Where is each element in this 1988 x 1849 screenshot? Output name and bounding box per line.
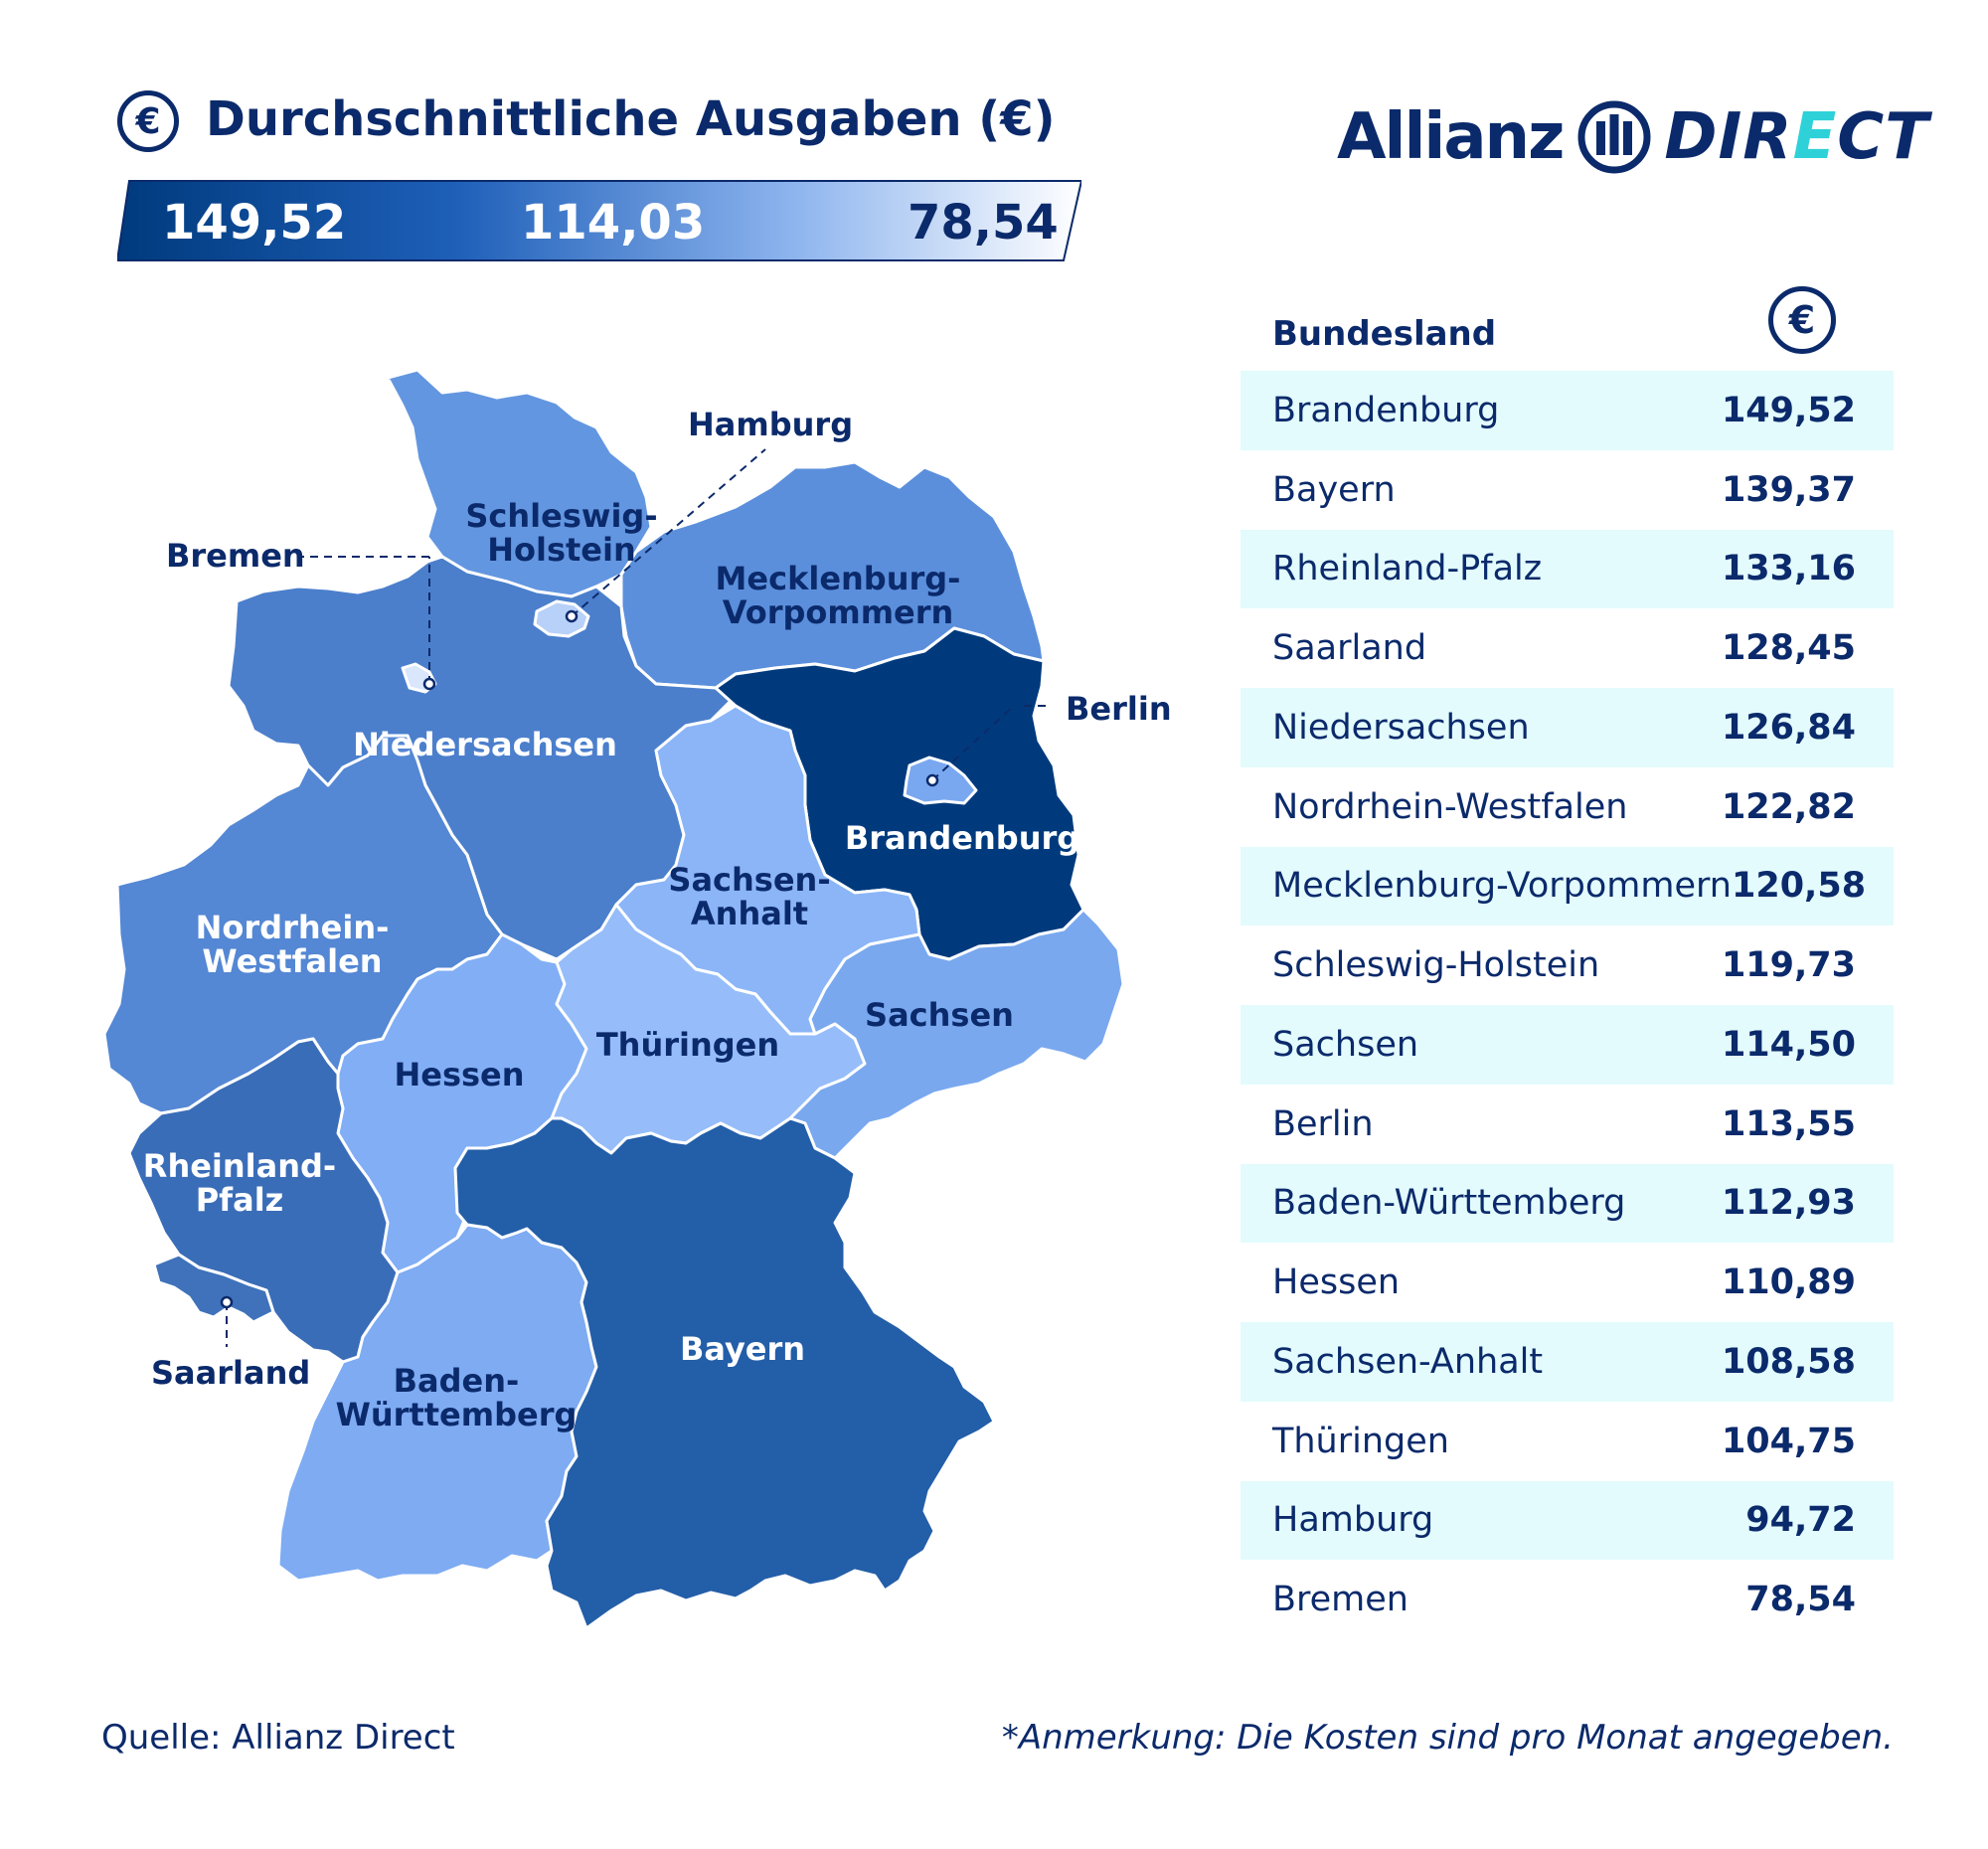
allianz-eagle-icon: [1577, 100, 1651, 174]
row-value: 120,58: [1732, 866, 1867, 907]
row-value: 94,72: [1745, 1500, 1856, 1541]
label-niedersachsen: Niedersachsen: [353, 726, 617, 763]
scale-min-value: 78,54: [908, 195, 1059, 251]
callout-bremen: Bremen: [166, 537, 305, 575]
footnote: *Anmerkung: Die Kosten sind pro Monat an…: [1001, 1718, 1894, 1758]
berlin-marker: [925, 773, 939, 787]
logo-product-text: DIRECT: [1664, 100, 1929, 174]
euro-icon: €: [117, 90, 179, 152]
berlin-leader-line: [931, 705, 1015, 781]
table-row: Rheinland-Pfalz 133,16: [1241, 529, 1894, 609]
row-value: 110,89: [1721, 1262, 1856, 1303]
table-row: Berlin 113,55: [1241, 1085, 1894, 1164]
table-row: Bremen 78,54: [1241, 1560, 1894, 1639]
table-row: Nordrhein-Westfalen 122,82: [1241, 767, 1894, 847]
row-value: 133,16: [1721, 549, 1856, 589]
row-value: 128,45: [1721, 628, 1856, 669]
state-saarland: [152, 1253, 275, 1324]
row-state: Berlin: [1272, 1103, 1374, 1144]
label-hessen: Hessen: [394, 1056, 525, 1093]
scale-mid-value: 114,03: [521, 195, 706, 251]
hamburg-leader-line: [571, 448, 766, 617]
row-state: Sachsen-Anhalt: [1272, 1341, 1544, 1382]
state-bayern: [453, 1116, 996, 1630]
label-thueringen: Thüringen: [595, 1026, 780, 1064]
row-value: 78,54: [1745, 1580, 1856, 1620]
row-state: Thüringen: [1272, 1421, 1449, 1461]
label-mecklenburg-vorpommern: Mecklenburg- Vorpommern: [715, 560, 961, 631]
row-value: 114,50: [1721, 1024, 1856, 1065]
label-nordrhein-westfalen: Nordrhein- Westfalen: [195, 909, 390, 980]
row-state: Nordrhein-Westfalen: [1272, 786, 1628, 827]
bremen-marker: [422, 677, 436, 691]
row-value: 112,93: [1721, 1183, 1856, 1224]
row-state: Baden-Württemberg: [1272, 1183, 1626, 1224]
row-state: Hamburg: [1272, 1500, 1434, 1541]
row-state: Bayern: [1272, 469, 1396, 510]
table-row: Sachsen-Anhalt 108,58: [1241, 1322, 1894, 1402]
row-value: 104,75: [1721, 1421, 1856, 1461]
logo-brand-text: Allianz: [1337, 100, 1565, 174]
germany-map: [102, 368, 1125, 1630]
row-value: 122,82: [1721, 786, 1856, 827]
hamburg-marker: [565, 609, 579, 623]
allianz-direct-logo: Allianz DIRECT: [1337, 97, 1929, 177]
state-hamburg: [533, 599, 590, 638]
saarland-marker: [220, 1295, 234, 1309]
label-bayern: Bayern: [679, 1330, 806, 1368]
table-row: Baden-Württemberg 112,93: [1241, 1163, 1894, 1244]
color-scale-bar: [117, 180, 1081, 261]
row-value: 113,55: [1721, 1103, 1856, 1144]
row-value: 126,84: [1721, 707, 1856, 748]
row-state: Sachsen: [1272, 1024, 1419, 1065]
row-state: Brandenburg: [1272, 390, 1500, 430]
table-row: Brandenburg 149,52: [1241, 371, 1894, 450]
row-value: 108,58: [1721, 1341, 1856, 1382]
table-row: Mecklenburg-Vorpommern 120,58: [1241, 846, 1894, 926]
label-sachsen-anhalt: Sachsen- Anhalt: [668, 861, 831, 932]
label-rheinland-pfalz: Rheinland- Pfalz: [142, 1147, 337, 1219]
table-row: Thüringen 104,75: [1241, 1402, 1894, 1481]
callout-berlin: Berlin: [1066, 690, 1172, 728]
scale-max-value: 149,52: [162, 195, 347, 251]
row-value: 119,73: [1721, 945, 1856, 986]
table-row: Schleswig-Holstein 119,73: [1241, 925, 1894, 1005]
table-row: Niedersachsen 126,84: [1241, 688, 1894, 767]
label-baden-wuerttemberg: Baden- Württemberg: [335, 1362, 578, 1433]
row-state: Saarland: [1272, 628, 1427, 669]
source-note: Quelle: Allianz Direct: [101, 1718, 455, 1758]
label-sachsen: Sachsen: [865, 996, 1014, 1034]
row-state: Niedersachsen: [1272, 707, 1530, 748]
table-row: Saarland 128,45: [1241, 608, 1894, 688]
table-row: Bayern 139,37: [1241, 450, 1894, 530]
table-row: Hessen 110,89: [1241, 1243, 1894, 1322]
page-title: Durchschnittliche Ausgaben (€): [206, 91, 1056, 147]
ranking-table: Brandenburg 149,52 Bayern 139,37 Rheinland…: [1241, 371, 1894, 1639]
label-brandenburg: Brandenburg: [844, 819, 1080, 857]
table-row: Sachsen 114,50: [1241, 1005, 1894, 1085]
callout-saarland: Saarland: [151, 1354, 311, 1392]
table-header-state: Bundesland: [1272, 314, 1497, 354]
state-berlin: [903, 756, 978, 805]
row-state: Bremen: [1272, 1580, 1408, 1620]
row-value: 149,52: [1721, 390, 1856, 430]
label-schleswig-holstein: Schleswig- Holstein: [465, 497, 658, 569]
row-state: Schleswig-Holstein: [1272, 945, 1600, 986]
row-value: 139,37: [1721, 469, 1856, 510]
state-sachsen: [788, 908, 1125, 1160]
row-state: Mecklenburg-Vorpommern: [1272, 866, 1732, 907]
callout-hamburg: Hamburg: [688, 406, 854, 443]
row-state: Rheinland-Pfalz: [1272, 549, 1543, 589]
euro-icon: €: [1768, 286, 1836, 354]
table-row: Hamburg 94,72: [1241, 1480, 1894, 1561]
row-state: Hessen: [1272, 1262, 1401, 1303]
